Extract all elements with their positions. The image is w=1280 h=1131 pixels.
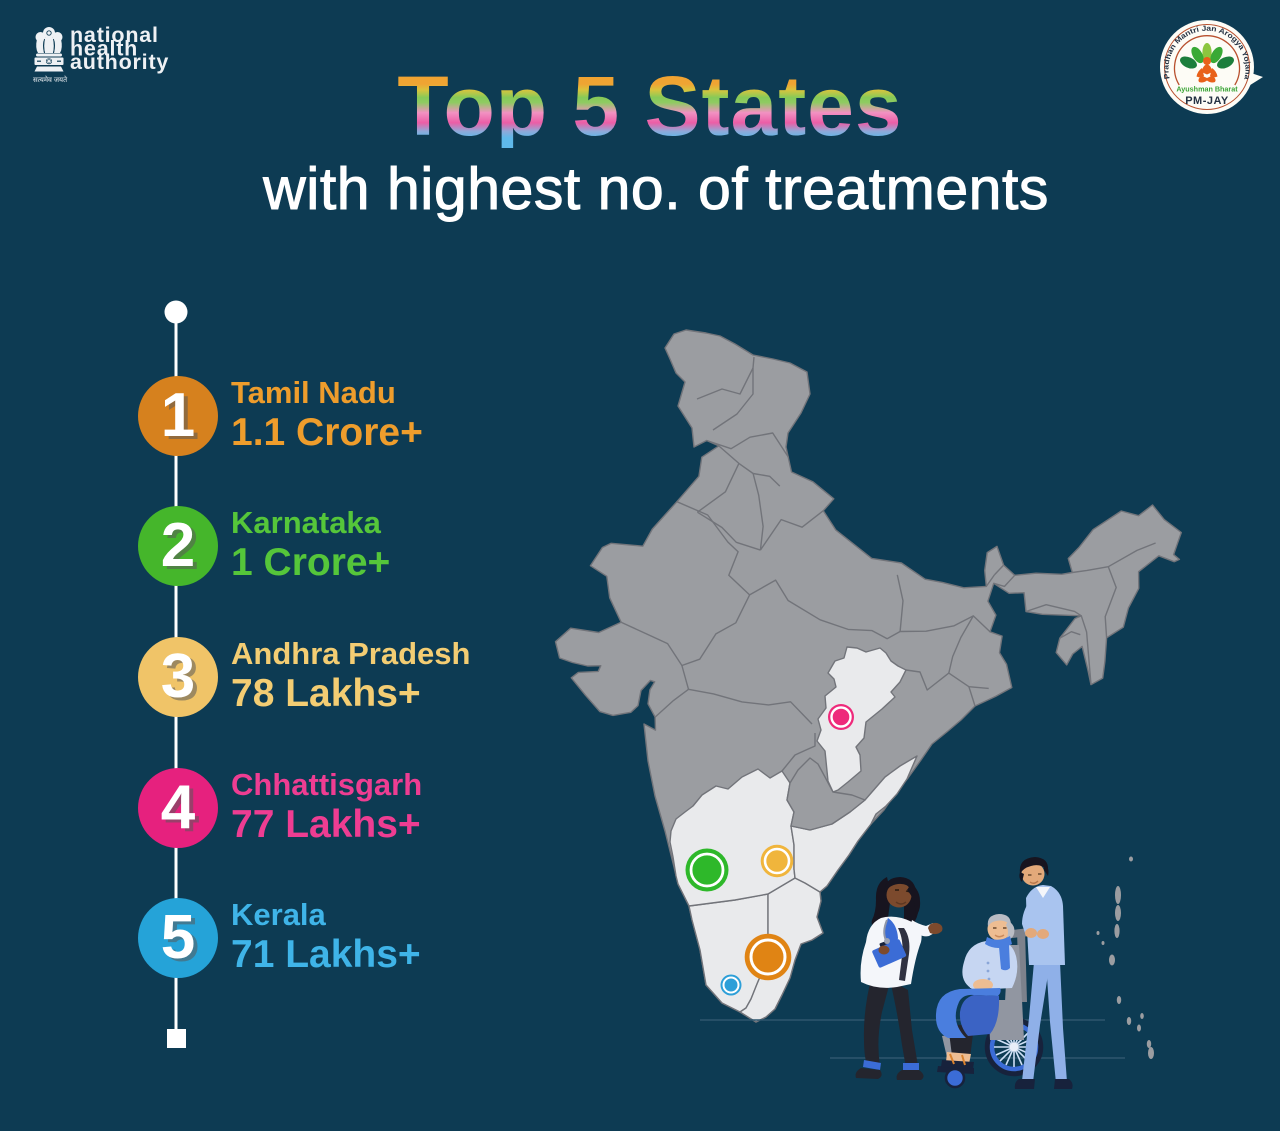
svg-text:health: health: [70, 37, 138, 61]
svg-text:national: national: [70, 26, 159, 47]
svg-text:सत्यमेव जयते: सत्यमेव जयते: [33, 75, 68, 84]
svg-text:Ayushman Bharat: Ayushman Bharat: [1176, 85, 1238, 94]
svg-text:authority: authority: [70, 50, 169, 74]
svg-text:PM-JAY: PM-JAY: [1185, 95, 1229, 107]
